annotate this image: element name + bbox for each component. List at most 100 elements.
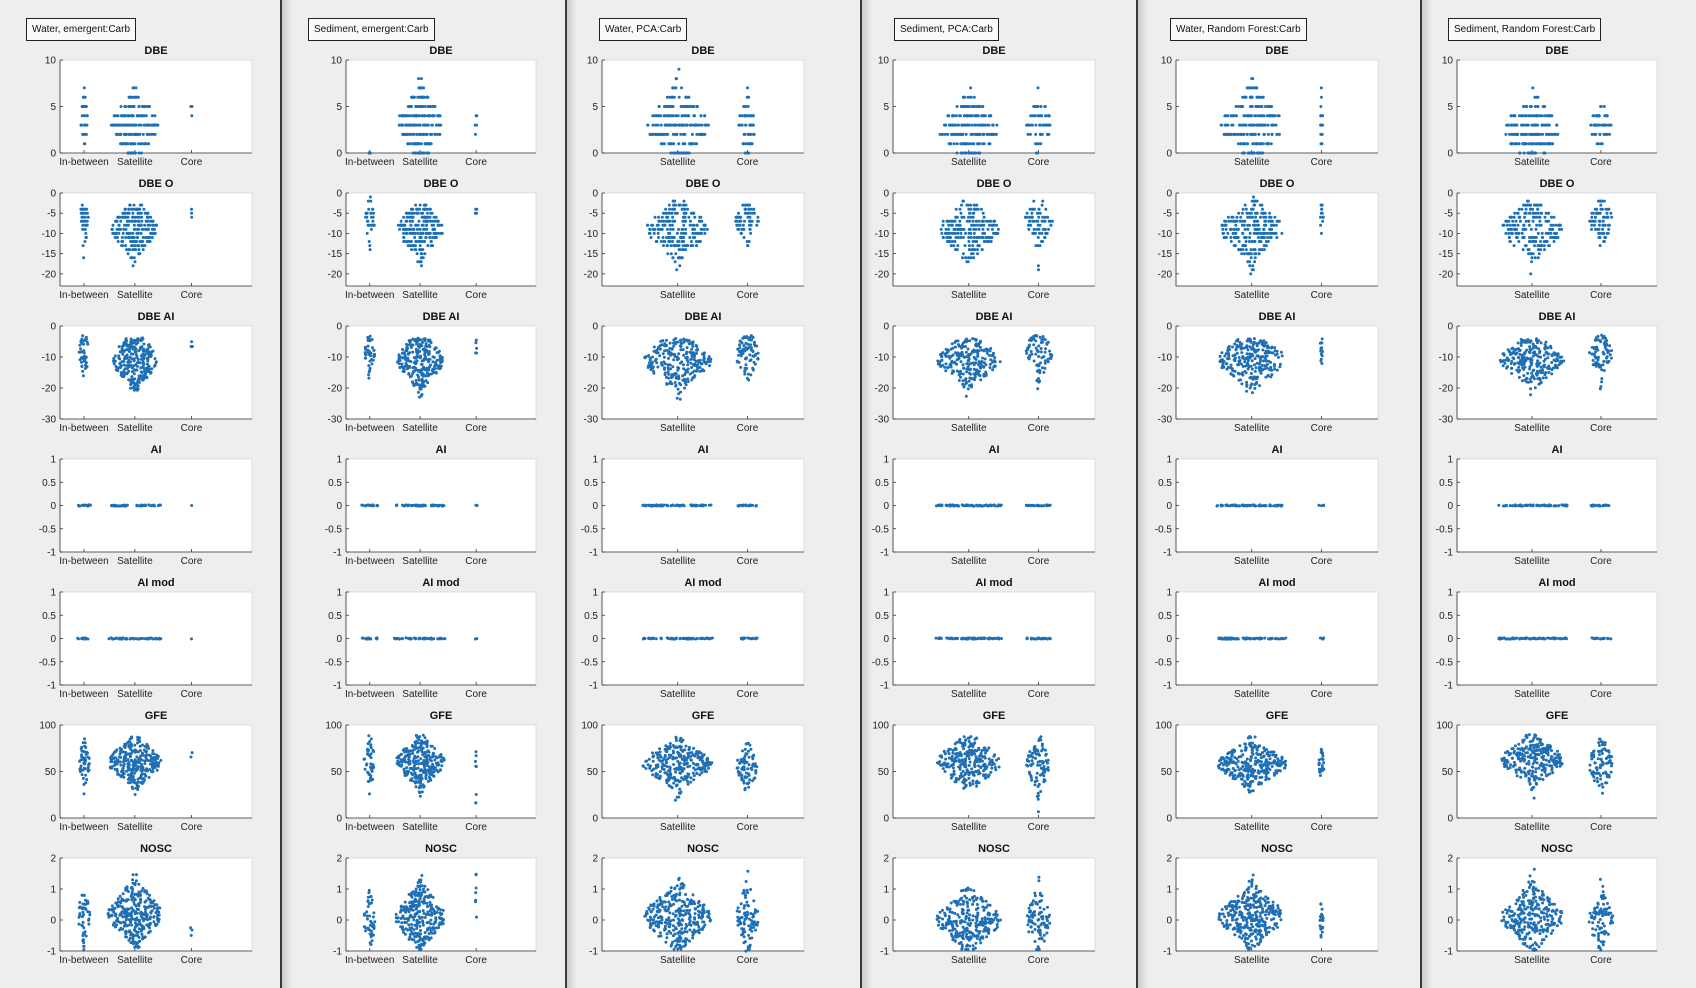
data-point: [417, 378, 421, 382]
data-point: [431, 751, 435, 755]
data-point: [684, 744, 688, 748]
data-point: [121, 906, 125, 909]
data-point: [699, 114, 703, 118]
data-point: [421, 256, 425, 260]
data-point: [749, 207, 753, 211]
data-point: [651, 360, 654, 364]
data-point: [83, 215, 87, 219]
data-point: [690, 504, 694, 508]
data-point: [657, 227, 661, 231]
y-tick-label: 0: [336, 501, 342, 512]
data-point: [413, 780, 417, 784]
data-point: [656, 231, 660, 235]
data-point: [154, 123, 158, 127]
y-tick-label: 1: [336, 455, 342, 466]
data-point: [366, 350, 370, 354]
data-point: [404, 358, 408, 362]
data-point: [431, 244, 435, 248]
data-point: [426, 151, 430, 155]
data-point: [702, 360, 706, 363]
y-tick-label: -5: [333, 209, 342, 220]
y-tick-label: -1: [47, 548, 56, 559]
data-point: [436, 907, 440, 911]
data-point: [433, 132, 437, 136]
y-tick-label: -30: [584, 415, 599, 426]
x-tick-label: Core: [181, 955, 203, 966]
data-point: [128, 936, 132, 940]
data-point: [692, 774, 696, 778]
data-point: [475, 346, 479, 350]
data-point: [695, 231, 699, 235]
data-point: [118, 894, 122, 898]
data-point: [400, 760, 404, 764]
data-point: [412, 369, 416, 373]
data-point: [707, 503, 711, 507]
data-point: [743, 207, 747, 211]
data-point: [403, 932, 407, 936]
data-point: [662, 360, 666, 364]
data-point: [415, 105, 419, 108]
data-point: [417, 114, 421, 118]
data-point: [123, 755, 126, 759]
data-point: [751, 123, 755, 127]
data-point: [132, 357, 136, 361]
data-point: [666, 363, 670, 367]
data-point: [686, 756, 690, 760]
data-point: [665, 765, 669, 768]
data-point: [421, 921, 425, 925]
data-point: [669, 227, 672, 231]
data-point: [400, 637, 404, 641]
data-point: [433, 747, 437, 750]
data-point: [746, 211, 750, 215]
data-point: [122, 775, 126, 779]
data-point: [414, 759, 418, 763]
data-point: [437, 637, 441, 641]
data-point: [128, 637, 132, 641]
y-tick-label: 1: [592, 588, 598, 599]
data-point: [421, 923, 425, 927]
data-point: [428, 927, 432, 931]
data-point: [682, 504, 686, 508]
data-point: [419, 880, 423, 884]
data-point: [693, 123, 696, 127]
data-point: [83, 930, 87, 934]
data-point: [83, 240, 87, 243]
data-point: [755, 223, 759, 227]
data-point: [131, 215, 135, 219]
data-point: [133, 749, 137, 753]
data-point: [414, 912, 418, 916]
y-tick-label: 0: [336, 814, 342, 825]
data-point: [414, 203, 418, 207]
data-point: [431, 762, 434, 766]
data-point: [135, 236, 139, 239]
x-tick-label: Satellite: [117, 955, 153, 966]
data-point: [137, 927, 141, 931]
data-point: [682, 337, 686, 341]
data-point: [656, 365, 660, 369]
data-point: [133, 260, 137, 264]
data-point: [399, 758, 403, 762]
data-point: [406, 346, 410, 350]
data-point: [742, 344, 746, 348]
data-point: [85, 778, 89, 781]
data-point: [663, 755, 667, 758]
x-tick-label: Satellite: [660, 689, 696, 700]
data-point: [689, 240, 693, 243]
data-point: [660, 363, 664, 367]
data-point: [402, 370, 406, 374]
y-tick-label: 100: [325, 721, 342, 732]
data-point: [406, 244, 410, 248]
data-point: [406, 352, 410, 356]
data-point: [654, 637, 658, 641]
data-point: [703, 114, 707, 118]
data-point: [140, 345, 144, 349]
data-point: [655, 503, 659, 507]
data-point: [674, 778, 678, 782]
x-tick-label: Core: [737, 290, 759, 301]
data-point: [116, 905, 120, 909]
data-point: [658, 750, 662, 754]
x-tick-label: In-between: [59, 290, 108, 301]
data-point: [121, 899, 125, 903]
data-point: [440, 223, 444, 227]
